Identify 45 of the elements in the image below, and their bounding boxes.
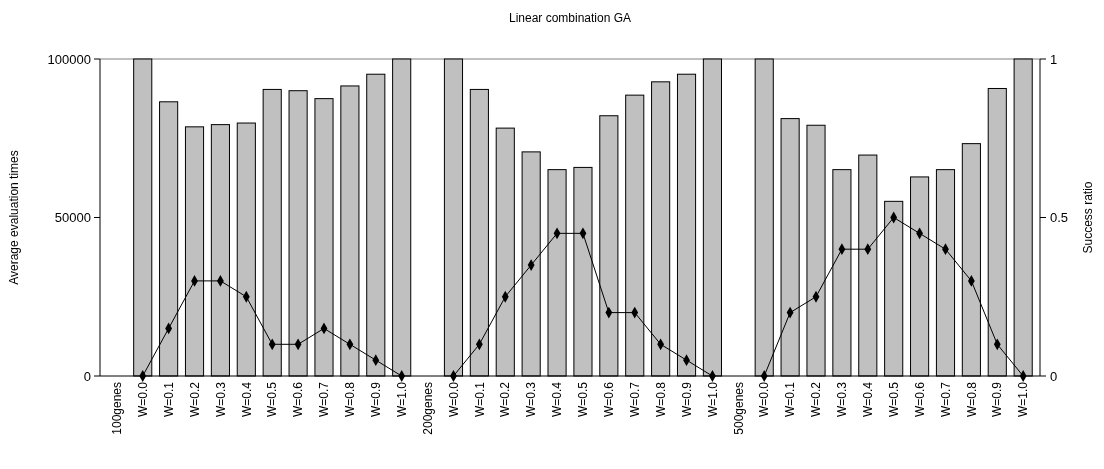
x-tick-label: W=1.0 xyxy=(394,381,409,418)
x-tick-label: W=0.5 xyxy=(265,381,280,418)
x-tick-label: W=0.5 xyxy=(576,381,591,418)
chart-title: Linear combination GA xyxy=(508,11,632,25)
x-tick-label: W=0.6 xyxy=(912,381,927,418)
x-tick-label: W=0.2 xyxy=(187,381,202,418)
x-tick-label: 200genes xyxy=(420,382,435,435)
y2-tick-label: 1 xyxy=(1050,51,1058,67)
x-tick-label: W=0.0 xyxy=(757,381,772,418)
x-tick-label: 500genes xyxy=(731,382,746,435)
x-tick-label: 100genes xyxy=(110,382,125,435)
x-tick-label: W=0.1 xyxy=(472,381,487,418)
x-tick-label: W=0.5 xyxy=(886,381,901,418)
y2-tick-label: 0 xyxy=(1050,368,1058,384)
x-tick-label: W=0.2 xyxy=(498,381,513,418)
x-tick-label: W=0.1 xyxy=(783,381,798,418)
x-tick-label: W=0.0 xyxy=(446,381,461,418)
x-tick-label: W=0.8 xyxy=(343,381,358,418)
x-tick-label: W=0.3 xyxy=(213,381,228,418)
x-tick-label: W=0.4 xyxy=(239,381,254,418)
x-tick-label: W=0.4 xyxy=(550,381,565,418)
y-tick-label: 100000 xyxy=(47,51,91,67)
y2-axis-title: Success ratio xyxy=(1081,181,1095,254)
x-tick-label: W=0.4 xyxy=(861,381,875,418)
x-tick-label: W=0.6 xyxy=(291,381,306,418)
x-tick-label: W=0.2 xyxy=(809,381,824,418)
x-tick-label: W=0.7 xyxy=(938,381,953,418)
x-tick-label: W=0.1 xyxy=(161,381,176,418)
x-tick-label: W=0.7 xyxy=(317,381,332,418)
x-tick-label: W=0.3 xyxy=(524,381,539,418)
x-tick-label: W=0.9 xyxy=(679,381,694,418)
x-tick-label: W=0.8 xyxy=(964,381,979,418)
y-axis-title: Average evaluation times xyxy=(7,150,21,285)
x-tick-label: W=1.0 xyxy=(705,381,720,418)
x-tick-label: W=0.7 xyxy=(627,381,642,418)
x-tick-label: W=1.0 xyxy=(1016,381,1031,418)
x-tick-label: W=0.3 xyxy=(835,381,850,418)
x-tick-label: W=0.9 xyxy=(368,381,383,418)
x-tick-label: W=0.8 xyxy=(653,381,668,418)
y2-tick-label: 0.5 xyxy=(1050,210,1069,226)
x-tick-label: W=0.0 xyxy=(135,381,150,418)
x-tick-label: W=0.9 xyxy=(990,381,1005,418)
x-tick-label: W=0.6 xyxy=(602,381,617,418)
y-tick-label: 50000 xyxy=(54,210,91,226)
y-tick-label: 0 xyxy=(83,368,91,384)
